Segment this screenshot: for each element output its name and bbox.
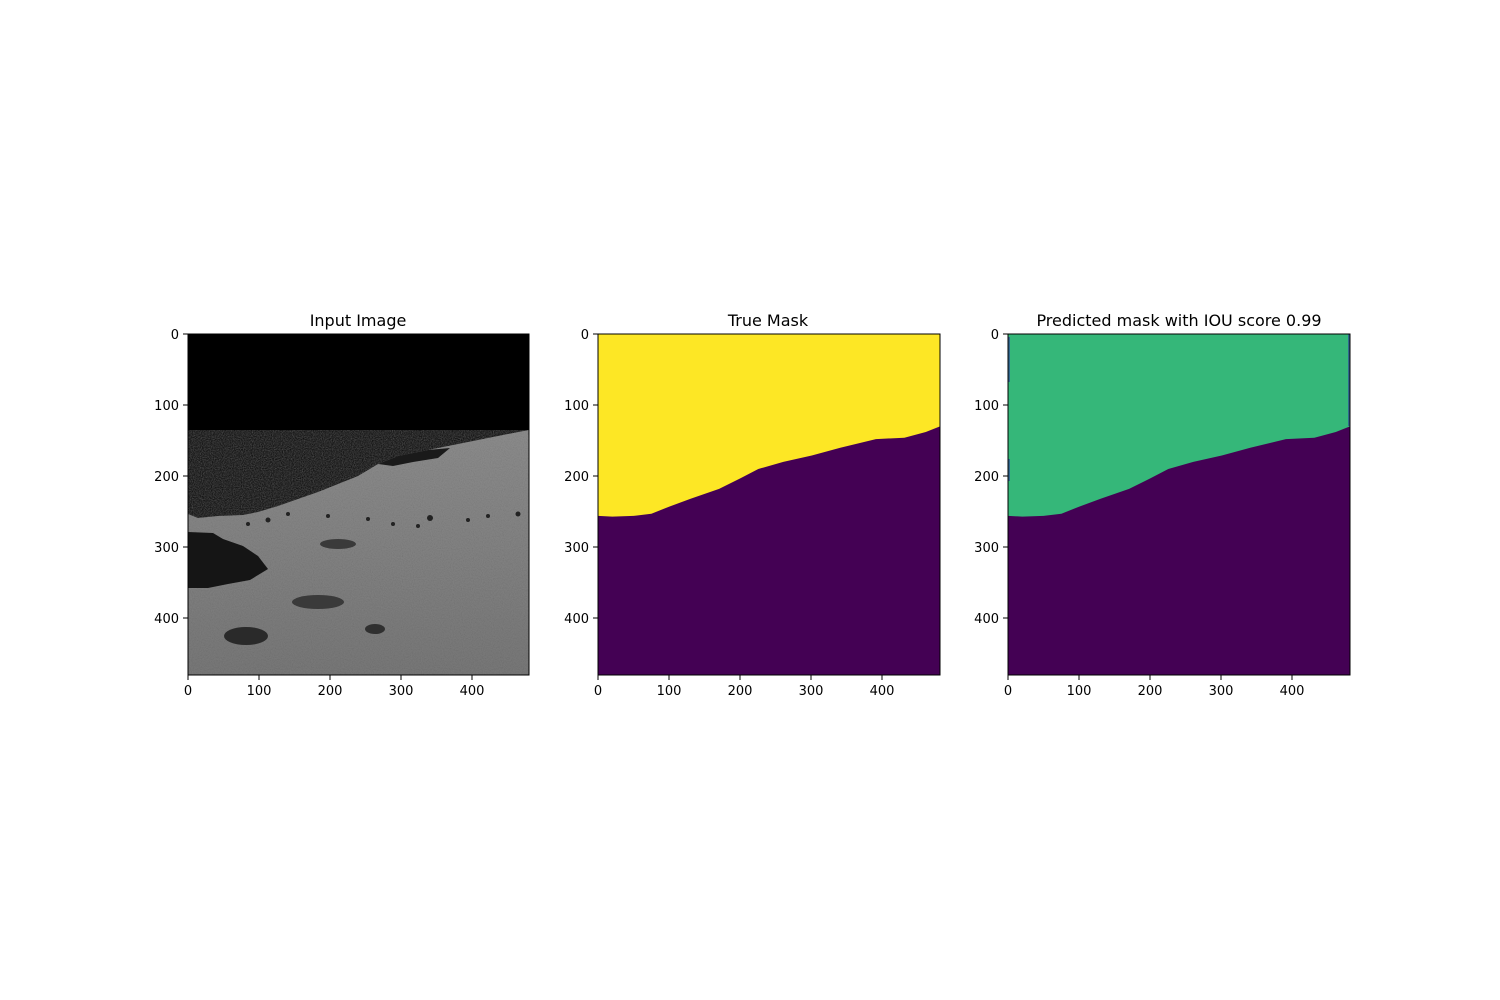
y-tick-label: 100 xyxy=(564,399,589,414)
x-tick-label: 0 xyxy=(1004,684,1012,699)
edge-artifact-right xyxy=(1348,334,1350,426)
axes-frame xyxy=(597,333,941,676)
x-tick-label: 0 xyxy=(184,684,192,699)
crater-shadow-upper xyxy=(320,539,356,549)
x-tick-label: 300 xyxy=(1209,684,1234,699)
y-tick-label: 0 xyxy=(991,328,999,343)
axes-frame xyxy=(1007,333,1351,676)
scattered-rocks xyxy=(246,511,521,528)
y-tick-label: 300 xyxy=(564,541,589,556)
mask-area xyxy=(598,334,940,675)
crater-shadow-small xyxy=(365,624,385,634)
x-tick-label: 300 xyxy=(799,684,824,699)
x-axis: 0 100 200 300 400 xyxy=(184,675,485,699)
x-tick-label: 0 xyxy=(594,684,602,699)
x-tick-label: 200 xyxy=(318,684,343,699)
x-tick-label: 400 xyxy=(460,684,485,699)
y-axis: 0 100 200 300 400 xyxy=(564,328,598,627)
panel-input-image: Input Image 0 100 200 xyxy=(154,311,530,699)
x-axis: 0 100 200 300 400 xyxy=(594,675,895,699)
x-tick-label: 200 xyxy=(1138,684,1163,699)
y-tick-label: 0 xyxy=(581,328,589,343)
y-tick-label: 0 xyxy=(171,328,179,343)
y-tick-label: 400 xyxy=(974,612,999,627)
panel-predicted-mask: Predicted mask with IOU score 0.99 0 100… xyxy=(974,311,1351,699)
y-tick-label: 200 xyxy=(974,470,999,485)
y-tick-label: 400 xyxy=(154,612,179,627)
y-axis: 0 100 200 300 400 xyxy=(974,328,1008,627)
panel-title: Input Image xyxy=(310,311,407,330)
x-tick-label: 400 xyxy=(1280,684,1305,699)
crater-shadow-bottom xyxy=(224,627,268,645)
ground-class-region xyxy=(1008,426,1350,675)
axes-frame xyxy=(187,333,530,676)
image-area xyxy=(188,334,529,675)
crater-shadow-left xyxy=(188,532,268,588)
panel-title: Predicted mask with IOU score 0.99 xyxy=(1036,311,1321,330)
ground-region xyxy=(188,430,529,675)
mask-area xyxy=(1008,334,1350,675)
panel-title: True Mask xyxy=(727,311,809,330)
crater-shadow-mid xyxy=(292,595,344,609)
x-tick-label: 400 xyxy=(870,684,895,699)
x-tick-label: 100 xyxy=(247,684,272,699)
y-tick-label: 200 xyxy=(564,470,589,485)
y-tick-label: 100 xyxy=(154,399,179,414)
y-tick-label: 300 xyxy=(154,541,179,556)
x-tick-label: 100 xyxy=(1067,684,1092,699)
edge-artifact-left-lower xyxy=(1008,459,1010,481)
ridge-shadow xyxy=(378,448,450,466)
edge-artifact-left xyxy=(1008,337,1010,382)
x-tick-label: 200 xyxy=(728,684,753,699)
y-tick-label: 400 xyxy=(564,612,589,627)
x-tick-label: 100 xyxy=(657,684,682,699)
y-tick-label: 200 xyxy=(154,470,179,485)
ground-class-region xyxy=(598,426,940,675)
x-tick-label: 300 xyxy=(389,684,414,699)
y-axis: 0 100 200 300 400 xyxy=(154,328,188,627)
panel-true-mask: True Mask 0 100 200 300 400 0 100 200 xyxy=(564,311,941,699)
y-tick-label: 300 xyxy=(974,541,999,556)
x-axis: 0 100 200 300 400 xyxy=(1004,675,1305,699)
y-tick-label: 100 xyxy=(974,399,999,414)
